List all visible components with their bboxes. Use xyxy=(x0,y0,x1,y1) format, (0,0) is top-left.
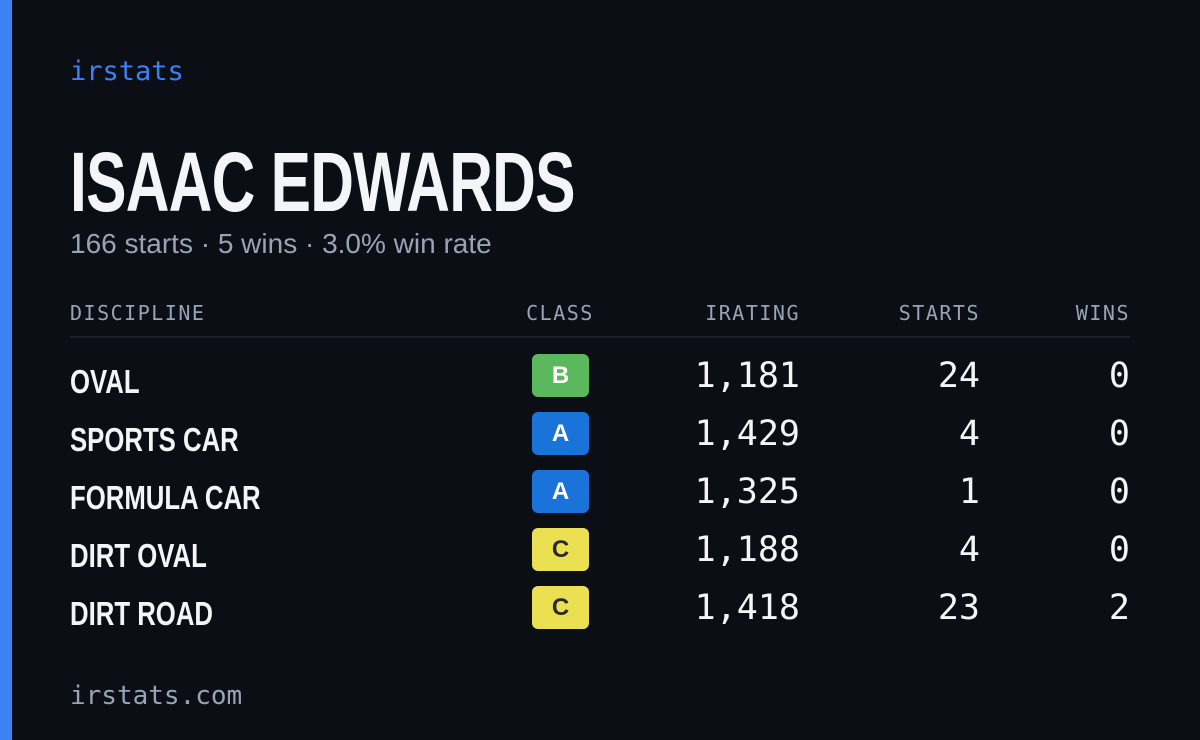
divider xyxy=(70,336,1130,338)
class-badge: C xyxy=(532,586,589,629)
wins: 2 xyxy=(1108,588,1130,628)
irating: 1,325 xyxy=(694,472,800,512)
class-badge: A xyxy=(532,470,589,513)
discipline: DIRT ROAD xyxy=(70,595,213,632)
column-header: DISCIPLINE xyxy=(70,301,206,325)
irating: 1,188 xyxy=(694,530,800,570)
starts: 24 xyxy=(937,356,980,396)
column-header: IRATING xyxy=(705,301,800,325)
accent-bar xyxy=(0,0,12,740)
class-badge: C xyxy=(532,528,589,571)
wins: 0 xyxy=(1108,472,1130,512)
class-badge: A xyxy=(532,412,589,455)
irating: 1,429 xyxy=(694,414,800,454)
wins: 0 xyxy=(1108,530,1130,570)
irating: 1,418 xyxy=(694,588,800,628)
discipline: OVAL xyxy=(70,363,140,400)
wins: 0 xyxy=(1108,414,1130,454)
irating: 1,181 xyxy=(694,356,800,396)
starts: 1 xyxy=(958,472,980,512)
starts: 4 xyxy=(958,414,980,454)
column-header: WINS xyxy=(1075,301,1130,325)
discipline: DIRT OVAL xyxy=(70,537,207,574)
column-header: CLASS xyxy=(526,301,594,325)
brand: irstats xyxy=(70,56,184,87)
discipline: FORMULA CAR xyxy=(70,479,261,516)
starts: 4 xyxy=(958,530,980,570)
starts: 23 xyxy=(937,588,980,628)
driver-name: ISAAC EDWARDS xyxy=(70,135,575,229)
subtitle: 166 starts · 5 wins · 3.0% win rate xyxy=(70,228,492,259)
footer: irstats.com xyxy=(70,681,243,711)
column-header: STARTS xyxy=(898,301,980,325)
discipline: SPORTS CAR xyxy=(70,421,239,458)
class-badge: B xyxy=(532,354,589,397)
wins: 0 xyxy=(1108,356,1130,396)
